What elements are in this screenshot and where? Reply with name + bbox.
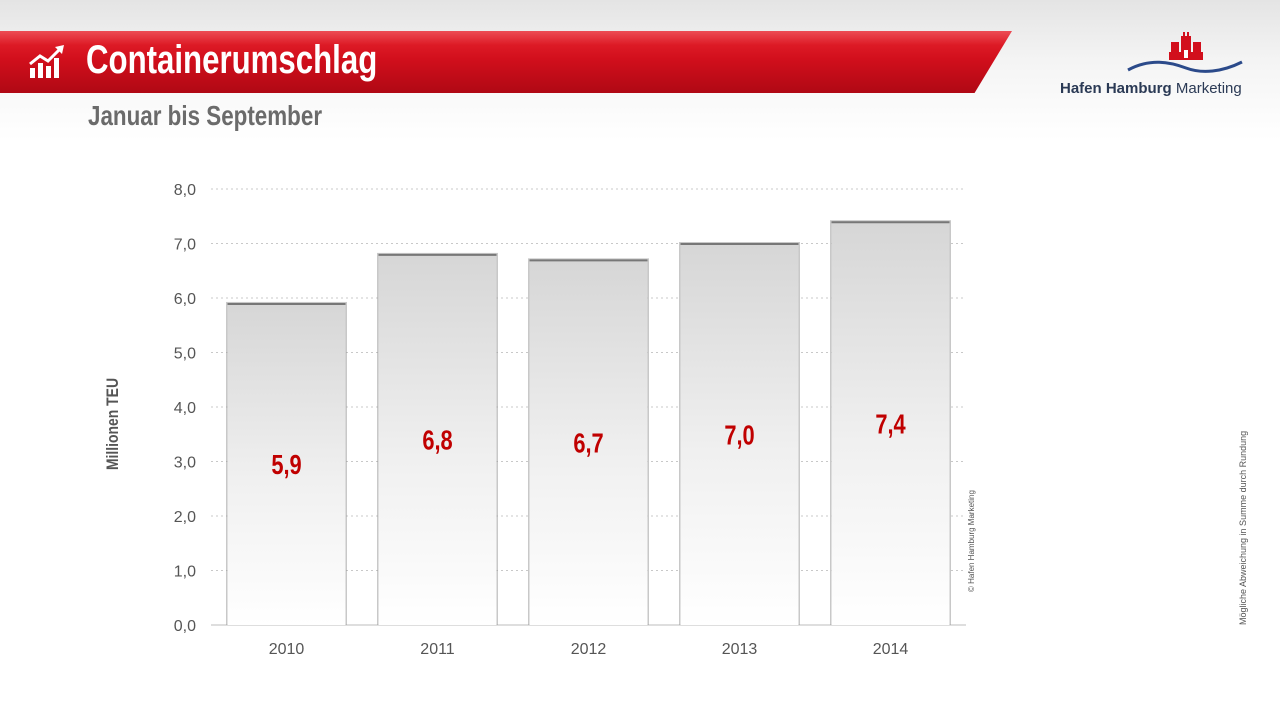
y-tick-label: 4,0 [174,400,196,417]
x-tick-label: 2012 [571,641,607,658]
y-tick-label: 5,0 [174,346,196,363]
page-title: Containerumschlag [86,38,378,82]
title-banner-shine [0,31,1012,45]
bar [680,243,799,625]
copyright-note: © Hafen Hamburg Marketing [967,490,976,592]
data-label: 6,7 [573,428,603,459]
y-tick-label: 6,0 [174,291,196,308]
x-tick-label: 2014 [873,641,909,658]
bar [378,254,497,625]
data-label: 6,8 [422,425,452,456]
logo-name-regular: Marketing [1175,80,1242,97]
data-label: 5,9 [271,450,301,481]
rounding-note: Mögliche Abweichung in Summe durch Rundu… [1238,430,1248,625]
logo-name-bold: Hafen Hamburg [1060,80,1172,97]
y-tick-label: 7,0 [174,237,196,254]
data-label: 7,4 [875,409,905,440]
x-tick-label: 2011 [420,641,455,658]
hamburg-castle-icon [1127,32,1243,73]
y-tick-label: 0,0 [174,618,196,635]
x-tick-label: 2013 [722,641,758,658]
y-tick-label: 3,0 [174,455,196,472]
y-tick-label: 2,0 [174,509,196,526]
logo-text: Hafen Hamburg Marketing [1060,80,1242,97]
page-subtitle: Januar bis September [88,100,323,131]
y-tick-label: 8,0 [174,182,196,199]
data-label: 7,0 [724,420,754,451]
y-tick-label: 1,0 [174,564,196,581]
y-axis-label: Millionen TEU [104,378,123,470]
bar [529,259,648,625]
x-tick-label: 2010 [269,641,305,658]
bar [831,221,950,625]
title-banner [0,31,1012,93]
bar [227,303,346,625]
chart-growth-icon [29,45,64,78]
